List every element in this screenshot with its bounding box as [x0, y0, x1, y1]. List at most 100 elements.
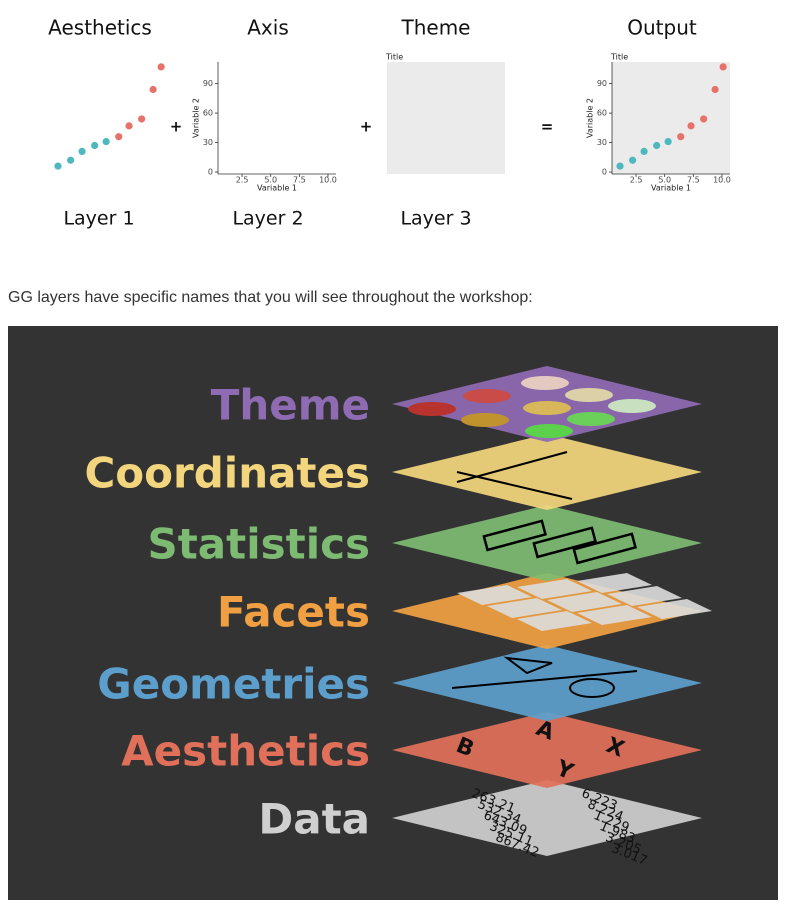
decor [457, 585, 532, 605]
y-tick-label: 30 [597, 138, 607, 147]
layer-plane [392, 712, 702, 788]
plot-title: Title [385, 53, 403, 62]
x-tick-label: 10.0 [319, 176, 337, 185]
paragraph: GG layers have specific names that you w… [8, 289, 533, 306]
y-tick-label: 60 [203, 109, 213, 118]
scatter-point [149, 85, 157, 94]
panel-title: Output [627, 16, 697, 40]
decor [517, 611, 592, 631]
layer-name: Data [258, 795, 370, 844]
layer-name: Geometries [97, 660, 370, 709]
layer [392, 366, 702, 442]
layer [392, 645, 702, 721]
decor [517, 579, 592, 599]
decor [456, 471, 573, 500]
decor [461, 413, 509, 427]
layer-plane [392, 645, 702, 721]
layer-name: Aesthetics [121, 727, 370, 776]
x-tick-label: 5.0 [658, 176, 671, 185]
layer-plane [392, 780, 702, 856]
decor [482, 519, 548, 552]
x-tick-label: 7.5 [293, 176, 306, 185]
scatter-point [616, 162, 624, 170]
layer-name: Statistics [147, 520, 370, 569]
decor [503, 656, 553, 675]
panel-caption: Layer 2 [232, 208, 303, 230]
decor [607, 586, 682, 606]
scatter-point [640, 147, 648, 156]
scatter-point [138, 115, 146, 123]
scatter-point [664, 137, 672, 146]
decor [637, 599, 712, 619]
operator: + [360, 118, 373, 136]
decor [567, 412, 615, 426]
decor [565, 388, 613, 402]
y-tick-label: 0 [208, 168, 213, 177]
x-tick-label: 7.5 [687, 176, 700, 185]
decor [547, 592, 622, 612]
scatter-point [54, 162, 62, 170]
panel-background [387, 62, 505, 174]
panel-title: Axis [247, 16, 289, 40]
decor [572, 532, 638, 565]
scatter-point [629, 156, 637, 164]
decor [569, 678, 615, 698]
y-tick-label: 0 [602, 168, 607, 177]
panel-title: Aesthetics [48, 16, 152, 40]
decor [408, 402, 456, 416]
scatter-point [125, 122, 133, 130]
layer-name: Theme [211, 381, 370, 430]
panel-caption: Layer 3 [400, 208, 471, 230]
plot-title: Title [610, 53, 628, 62]
scatter-point [711, 85, 719, 94]
operator: + [170, 118, 183, 136]
panel-background [612, 62, 730, 174]
decor [577, 605, 652, 625]
panel-title: Theme [401, 16, 471, 40]
y-tick-label: 90 [597, 79, 607, 88]
decor [463, 389, 511, 403]
x-tick-label: 5.0 [264, 176, 277, 185]
x-axis-label: Variable 1 [257, 184, 297, 193]
scatter-point [687, 122, 695, 130]
layer-name: Facets [217, 588, 370, 637]
scatter-point [78, 147, 86, 156]
decor [487, 598, 562, 618]
decor [577, 573, 652, 593]
decor [608, 399, 656, 413]
scatter-point [719, 63, 727, 71]
y-tick-label: 60 [597, 109, 607, 118]
layer [392, 434, 702, 510]
scatter-point [700, 115, 708, 123]
scatter-point [91, 141, 99, 150]
x-tick-label: 2.5 [630, 176, 643, 185]
scatter-point [102, 137, 110, 146]
x-axis-label: Variable 1 [651, 184, 691, 193]
y-axis-label: Variable 2 [586, 98, 595, 138]
scatter-point [115, 133, 123, 141]
operator: = [541, 118, 554, 136]
x-tick-label: 2.5 [236, 176, 249, 185]
scatter-point [67, 156, 75, 164]
y-tick-label: 30 [203, 138, 213, 147]
decor [525, 424, 573, 438]
y-tick-label: 90 [203, 79, 213, 88]
scatter-point [157, 63, 165, 71]
decor [532, 526, 598, 559]
scatter-point [677, 133, 685, 141]
decor [523, 401, 571, 415]
x-tick-label: 10.0 [713, 176, 731, 185]
layer-plane [392, 434, 702, 510]
decor [451, 670, 638, 689]
scatter-point [653, 141, 661, 150]
layer-plane [392, 505, 702, 581]
panel-caption: Layer 1 [63, 208, 134, 230]
layer-name: Coordinates [84, 449, 370, 498]
decor [521, 376, 569, 390]
y-axis-label: Variable 2 [192, 98, 201, 138]
layer [392, 505, 702, 581]
layer [392, 573, 712, 649]
